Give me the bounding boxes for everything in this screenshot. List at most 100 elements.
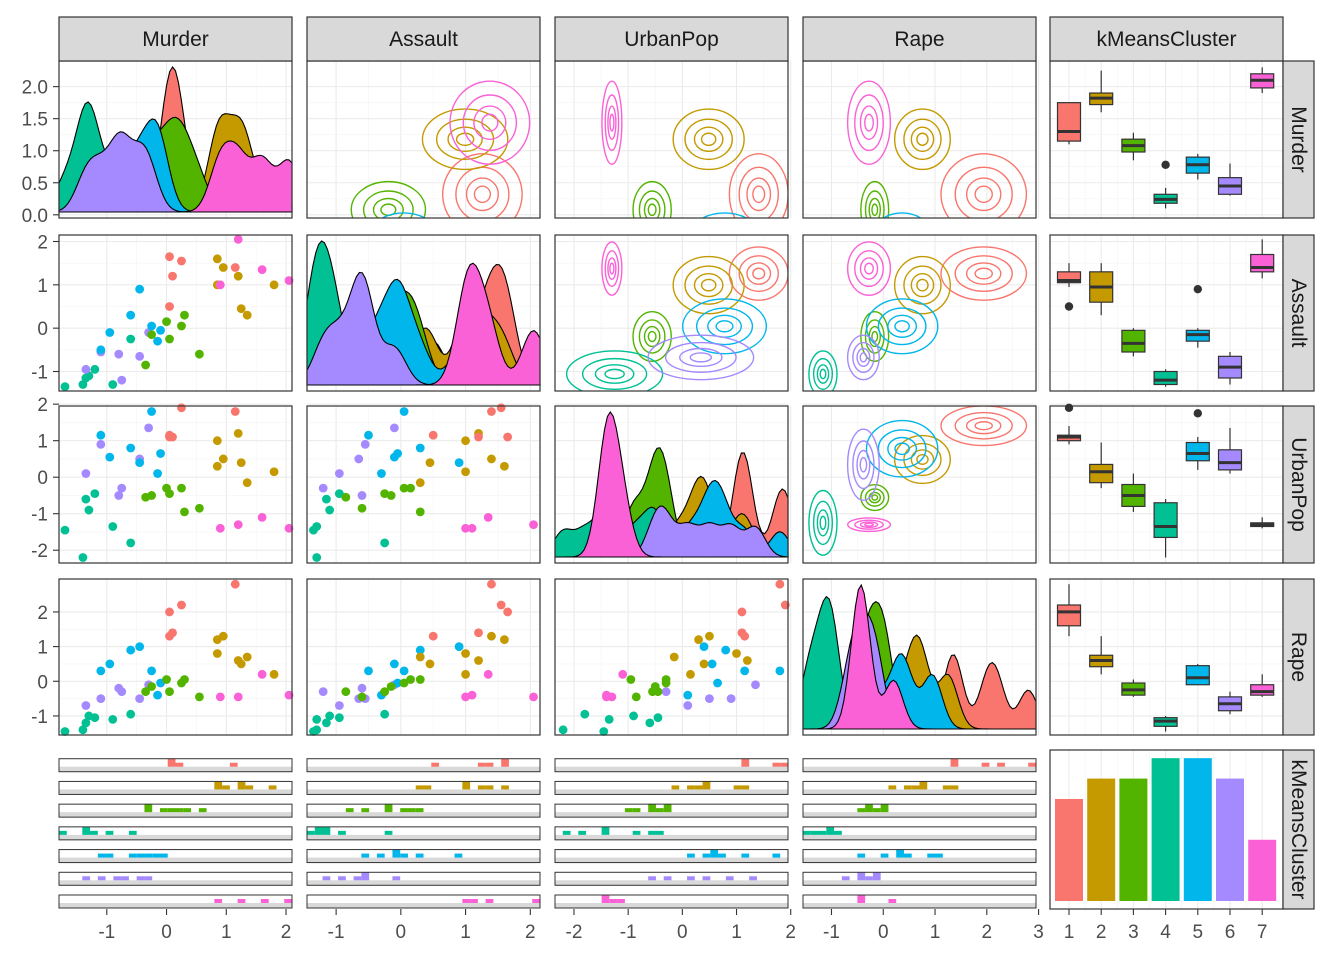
panel-border [306, 405, 541, 564]
histogram-bar [268, 785, 277, 790]
y-tick-label: 2 [37, 233, 48, 254]
scatter-point [740, 666, 750, 676]
histogram-border [554, 871, 789, 886]
x-tick-label: 2 [281, 922, 292, 943]
histogram-strip [555, 812, 788, 818]
x-tick-label: 7 [1257, 922, 1268, 943]
density-contour [954, 255, 1013, 292]
scatter-point [78, 725, 88, 735]
strip-right-urbanpop: UrbanPop [1282, 405, 1315, 564]
histogram-border [554, 894, 789, 909]
panel-boxplot-assault [1049, 234, 1284, 392]
histogram-bar [935, 853, 943, 858]
histogram-bar [609, 899, 618, 903]
histogram-border [554, 849, 789, 864]
density-contour [643, 325, 661, 348]
x-tick-label: -1 [328, 922, 345, 943]
density-contour [865, 298, 939, 355]
histogram-bar [152, 853, 160, 858]
histogram-background [59, 849, 292, 858]
scatter-point [126, 538, 136, 548]
density-contour [604, 368, 625, 380]
y-tick-label: 1 [37, 276, 48, 297]
density-contour [594, 364, 635, 384]
histogram-bar [175, 762, 184, 767]
histogram-border [802, 826, 1037, 841]
scatter-point [686, 669, 695, 679]
histogram-border [58, 826, 293, 841]
density-contour [887, 314, 918, 338]
scatter-point [233, 520, 243, 530]
histogram-bar [237, 899, 246, 903]
x-tick-label: -1 [823, 922, 840, 943]
density-contour [864, 262, 874, 275]
density-contour [893, 108, 951, 171]
boxplot-box [1185, 441, 1210, 462]
density-contour [701, 212, 748, 218]
density-contour [462, 94, 518, 152]
count-bar [1119, 778, 1148, 901]
density-contour [910, 273, 935, 298]
histogram-bar [687, 853, 695, 858]
scatter-point [312, 553, 322, 562]
histogram-bar [834, 830, 842, 835]
histogram-bar [97, 853, 106, 858]
scatter-point [415, 675, 425, 684]
y-tick-label: -1 [31, 505, 48, 526]
strip-box [554, 16, 789, 62]
panel-layer [58, 60, 1284, 910]
scatter-point [334, 701, 344, 710]
panel-urbanpop-urbanpop [554, 403, 792, 564]
scatter-point [105, 452, 115, 462]
panel-border [802, 405, 1037, 564]
boxplot-outlier [1161, 160, 1170, 170]
scatter-point [318, 483, 328, 493]
histogram-background [555, 758, 788, 767]
scatter-point [380, 709, 390, 719]
density-contour [940, 153, 1028, 218]
scatter-point [177, 403, 186, 413]
scatter-point [230, 579, 240, 589]
scatter-point [135, 642, 145, 651]
scatter-point [156, 325, 165, 335]
panel-background [555, 235, 788, 391]
density-contour [607, 105, 617, 140]
histogram-bar [175, 808, 184, 813]
scatter-point [212, 461, 222, 471]
histogram-bar [198, 808, 207, 813]
scatter-point [393, 678, 403, 688]
density-contour [638, 190, 666, 218]
scatter-point [257, 669, 267, 679]
panel-assault-urbanpop [306, 403, 541, 564]
scatter-point [117, 375, 127, 385]
scatter-point [60, 382, 70, 392]
scatter-point [215, 523, 225, 533]
panel-boxplot-murder [1049, 60, 1284, 219]
panel-assault-murder [306, 60, 541, 219]
scatter-point [629, 711, 638, 721]
histogram-bar [896, 849, 904, 858]
density-contour [700, 132, 717, 147]
histogram-bar [903, 785, 912, 790]
scatter-point [322, 718, 331, 728]
histogram-strip [555, 857, 788, 863]
scatter-point [257, 265, 267, 275]
density-contour [894, 320, 910, 333]
histogram-bar [159, 808, 168, 813]
density-contour [846, 80, 892, 165]
density-contour [860, 180, 890, 218]
density-contour [350, 180, 427, 218]
density-contour [974, 421, 993, 431]
density-contour [854, 250, 884, 288]
histogram-bar [733, 785, 742, 790]
histogram-bar [361, 808, 370, 813]
density-contour [871, 494, 879, 501]
histogram-bar [167, 808, 176, 813]
density-contour [609, 113, 615, 132]
histogram-bar [314, 826, 323, 835]
scatter-point [269, 669, 279, 679]
scatter-point [165, 489, 174, 499]
scatter-point [487, 631, 496, 641]
scatter-point [194, 692, 204, 702]
scatter-point [147, 321, 157, 331]
